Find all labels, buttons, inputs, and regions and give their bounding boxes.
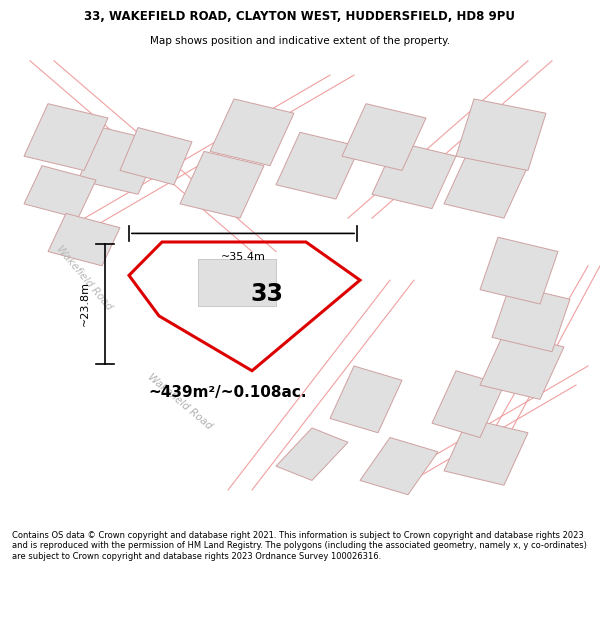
Text: Contains OS data © Crown copyright and database right 2021. This information is : Contains OS data © Crown copyright and d…	[12, 531, 587, 561]
Text: 33: 33	[251, 282, 284, 306]
Polygon shape	[276, 132, 360, 199]
Polygon shape	[360, 438, 438, 495]
Polygon shape	[480, 332, 564, 399]
Polygon shape	[456, 99, 546, 171]
Polygon shape	[24, 166, 96, 218]
Polygon shape	[180, 151, 264, 218]
Polygon shape	[276, 428, 348, 481]
Text: ~35.4m: ~35.4m	[221, 253, 265, 262]
Polygon shape	[444, 151, 528, 218]
Text: 33, WAKEFIELD ROAD, CLAYTON WEST, HUDDERSFIELD, HD8 9PU: 33, WAKEFIELD ROAD, CLAYTON WEST, HUDDER…	[85, 10, 515, 23]
Polygon shape	[492, 285, 570, 352]
Polygon shape	[120, 127, 192, 185]
Polygon shape	[330, 366, 402, 432]
Polygon shape	[432, 371, 504, 438]
Polygon shape	[372, 142, 456, 209]
Polygon shape	[210, 99, 294, 166]
Polygon shape	[48, 213, 120, 266]
Text: ~439m²/~0.108ac.: ~439m²/~0.108ac.	[149, 385, 307, 400]
Text: ~23.8m: ~23.8m	[80, 281, 90, 326]
Text: Wakefield Road: Wakefield Road	[146, 372, 214, 431]
Text: Wakefield Road: Wakefield Road	[54, 244, 114, 312]
Polygon shape	[342, 104, 426, 171]
Text: Map shows position and indicative extent of the property.: Map shows position and indicative extent…	[150, 36, 450, 46]
Polygon shape	[24, 104, 108, 171]
Polygon shape	[444, 419, 528, 485]
Polygon shape	[198, 259, 276, 306]
Polygon shape	[78, 127, 162, 194]
Polygon shape	[480, 238, 558, 304]
